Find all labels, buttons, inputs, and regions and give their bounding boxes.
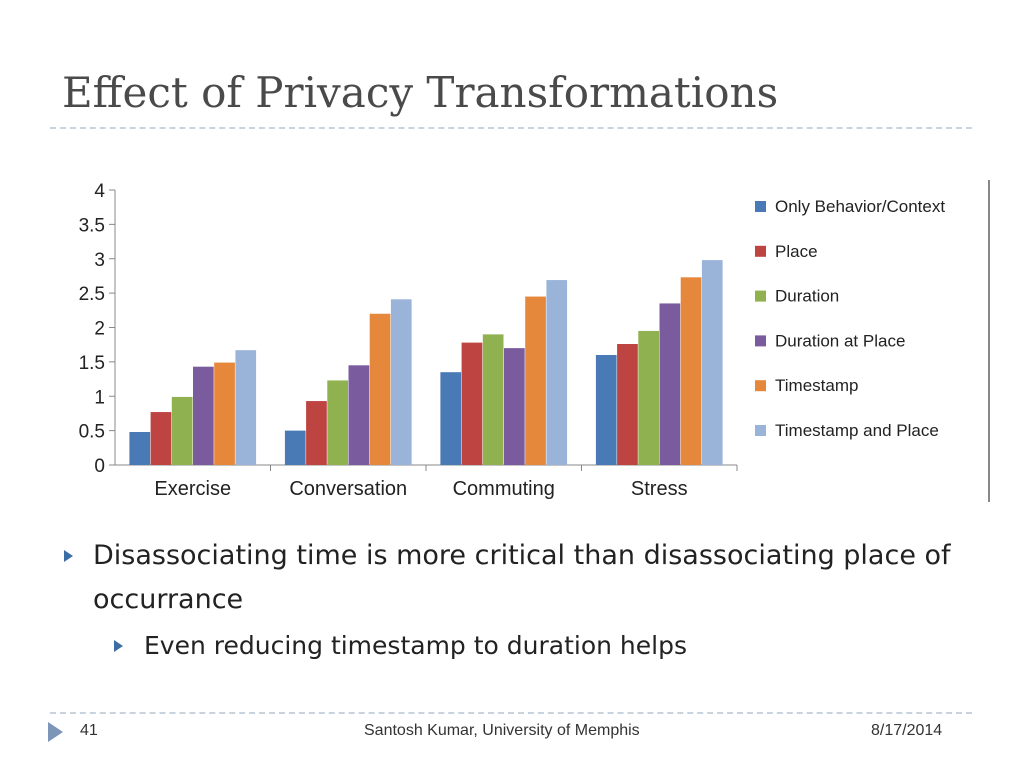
y-tick-label: 2.5	[79, 284, 105, 305]
footer-arrow-icon	[48, 722, 63, 742]
bar-stress-place	[617, 344, 638, 465]
sub-bullet-item: Even reducing timestamp to duration help…	[62, 626, 952, 666]
bar-chart: 0 0.5 1 1.5 2 2.5 3 3.5 4 Exercise Conversation Com…	[79, 181, 946, 500]
bar-exercise-timestamp	[214, 362, 235, 465]
slide-title: Effect of Privacy Transformations	[62, 68, 779, 117]
x-tick-label: Commuting	[453, 478, 555, 500]
legend-label: Timestamp	[775, 376, 858, 395]
y-tick-label: 4	[94, 181, 105, 202]
bar-commuting-duration-at-place	[504, 348, 525, 465]
footer-divider	[50, 712, 972, 714]
bar-stress-duration-at-place	[659, 303, 681, 465]
x-tick-label: Conversation	[289, 478, 407, 500]
bar-commuting-duration	[482, 334, 504, 465]
bar-commuting-timestamp-and-place	[546, 280, 568, 465]
bar-exercise-place	[150, 412, 172, 465]
legend-label: Duration	[775, 287, 839, 306]
bullet-item: Disassociating time is more critical tha…	[62, 534, 952, 622]
sub-bullet-arrow-icon	[114, 640, 123, 652]
bar-stress-only-behavior-context	[595, 355, 617, 465]
bar-conversation-duration	[327, 380, 348, 465]
bullet-text: Disassociating time is more critical tha…	[93, 540, 951, 615]
legend-swatch	[755, 335, 766, 347]
bar-conversation-only-behavior-context	[284, 430, 306, 465]
legend-label: Timestamp and Place	[775, 421, 939, 440]
x-tick-label: Exercise	[154, 478, 231, 500]
bar-exercise-duration-at-place	[193, 366, 214, 465]
title-divider	[50, 127, 972, 129]
legend-label: Only Behavior/Context	[775, 197, 945, 216]
legend-swatch	[755, 290, 766, 302]
legend-label: Place	[775, 242, 818, 261]
y-tick-label: 3.5	[79, 215, 105, 236]
bar-conversation-duration-at-place	[348, 365, 370, 465]
y-tick-label: 1.5	[79, 353, 105, 374]
bar-commuting-only-behavior-context	[440, 372, 462, 465]
bar-exercise-only-behavior-context	[129, 432, 151, 465]
y-tick-label: 3	[94, 250, 105, 271]
legend-label: Duration at Place	[775, 331, 905, 350]
bar-commuting-timestamp	[525, 296, 546, 465]
y-tick-label: 2	[94, 319, 105, 340]
bar-conversation-timestamp-and-place	[390, 299, 412, 465]
bar-commuting-place	[461, 342, 483, 465]
legend-swatch	[755, 201, 766, 212]
slide-number: 41	[80, 722, 98, 739]
footer-date: 8/17/2014	[871, 722, 943, 739]
bar-conversation-place	[306, 401, 327, 465]
bar-conversation-timestamp	[369, 313, 391, 465]
footer-author: Santosh Kumar, University of Memphis	[364, 722, 640, 739]
bar-exercise-timestamp-and-place	[235, 350, 257, 465]
legend-swatch	[755, 425, 766, 436]
bar-stress-duration	[638, 330, 659, 465]
bar-stress-timestamp	[680, 277, 702, 465]
chart-frame-edge	[988, 180, 990, 502]
y-tick-label: 1	[94, 387, 105, 408]
bar-exercise-duration	[171, 396, 193, 465]
legend-swatch	[755, 380, 766, 392]
sub-bullet-text: Even reducing timestamp to duration help…	[144, 631, 687, 660]
x-tick-label: Stress	[631, 478, 688, 500]
legend-swatch	[755, 245, 766, 257]
bar-stress-timestamp-and-place	[701, 260, 723, 465]
bullet-arrow-icon	[64, 550, 73, 562]
y-tick-label: 0.5	[79, 422, 105, 443]
y-tick-label: 0	[94, 456, 105, 477]
bullet-list: Disassociating time is more critical tha…	[62, 534, 952, 666]
